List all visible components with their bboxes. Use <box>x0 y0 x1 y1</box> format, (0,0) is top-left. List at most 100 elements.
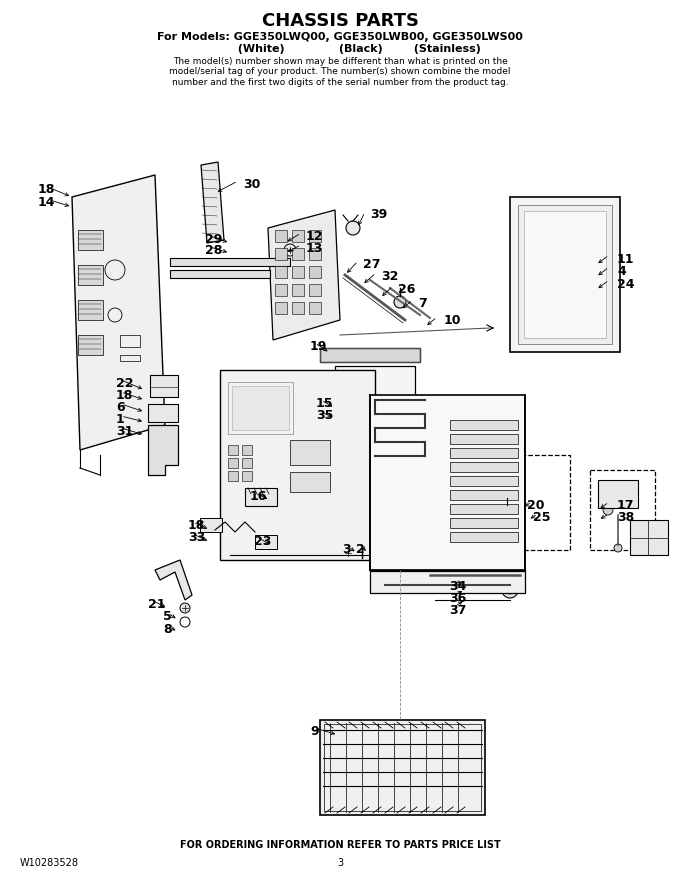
Bar <box>255 535 277 549</box>
Circle shape <box>603 505 613 515</box>
Circle shape <box>343 548 353 558</box>
Text: FOR ORDERING INFORMATION REFER TO PARTS PRICE LIST: FOR ORDERING INFORMATION REFER TO PARTS … <box>180 840 500 850</box>
Bar <box>590 470 655 550</box>
Circle shape <box>470 468 514 512</box>
Circle shape <box>346 221 360 235</box>
Text: 10: 10 <box>444 314 462 327</box>
Text: 37: 37 <box>449 604 466 617</box>
Text: 4: 4 <box>617 265 626 278</box>
Bar <box>228 382 293 434</box>
Bar <box>510 197 620 352</box>
Text: 27: 27 <box>363 258 381 271</box>
Text: 21: 21 <box>148 598 165 611</box>
Bar <box>275 230 287 242</box>
Text: 12: 12 <box>306 230 324 243</box>
Bar <box>245 488 277 506</box>
Circle shape <box>284 244 296 256</box>
Bar <box>242 458 252 468</box>
Bar <box>292 302 304 314</box>
Bar <box>228 458 238 468</box>
Text: 16: 16 <box>250 490 267 503</box>
Circle shape <box>180 603 190 613</box>
Text: 35: 35 <box>316 409 333 422</box>
Bar <box>290 472 330 492</box>
Text: 2: 2 <box>356 543 364 556</box>
Bar <box>309 302 321 314</box>
Text: The model(s) number shown may be different than what is printed on the
model/ser: The model(s) number shown may be differe… <box>169 57 511 87</box>
Text: 23: 23 <box>254 535 271 548</box>
Bar <box>228 445 238 455</box>
Bar <box>450 462 518 472</box>
Bar <box>320 720 485 815</box>
Polygon shape <box>201 162 224 243</box>
Text: 26: 26 <box>398 283 415 296</box>
Bar <box>518 205 612 344</box>
Polygon shape <box>155 560 192 600</box>
Bar <box>242 445 252 455</box>
Bar <box>309 248 321 260</box>
Bar <box>370 571 525 593</box>
Text: 3: 3 <box>337 858 343 868</box>
Text: 38: 38 <box>617 511 634 524</box>
Bar <box>630 520 668 555</box>
Bar <box>275 284 287 296</box>
Text: 36: 36 <box>449 592 466 605</box>
Text: 11: 11 <box>617 253 634 266</box>
Bar <box>228 471 238 481</box>
Circle shape <box>543 203 553 213</box>
Circle shape <box>614 544 622 552</box>
Text: 31: 31 <box>116 425 133 438</box>
Bar <box>242 471 252 481</box>
Bar <box>220 370 375 560</box>
Polygon shape <box>268 210 340 340</box>
Bar <box>450 420 518 430</box>
Bar <box>320 348 420 362</box>
Text: 13: 13 <box>306 242 324 255</box>
Text: 20: 20 <box>527 499 545 512</box>
Text: 15: 15 <box>316 397 333 410</box>
Bar <box>290 440 330 465</box>
Text: 18: 18 <box>188 519 205 532</box>
Bar <box>275 302 287 314</box>
Bar <box>78 335 103 355</box>
Text: 8: 8 <box>163 623 171 636</box>
Text: 14: 14 <box>38 196 56 209</box>
Bar <box>450 518 518 528</box>
Text: 7: 7 <box>418 297 427 310</box>
Bar <box>170 258 290 266</box>
Text: 3: 3 <box>342 543 351 556</box>
Bar <box>150 375 178 397</box>
Bar <box>450 504 518 514</box>
Circle shape <box>394 296 406 308</box>
Bar <box>292 248 304 260</box>
Text: 5: 5 <box>163 610 172 623</box>
Bar <box>309 284 321 296</box>
Bar <box>78 265 103 285</box>
Circle shape <box>242 435 246 439</box>
Bar <box>170 270 270 278</box>
Circle shape <box>328 415 342 429</box>
Bar <box>120 355 140 361</box>
Bar <box>450 490 518 500</box>
Text: 18: 18 <box>116 389 133 402</box>
Circle shape <box>482 480 502 500</box>
Circle shape <box>350 390 360 400</box>
Bar <box>292 284 304 296</box>
Text: 25: 25 <box>533 511 551 524</box>
Circle shape <box>230 435 234 439</box>
Circle shape <box>487 485 497 495</box>
Bar <box>309 230 321 242</box>
Bar <box>455 455 570 550</box>
Bar <box>78 300 103 320</box>
Text: 1: 1 <box>116 413 124 426</box>
Text: 22: 22 <box>116 377 133 390</box>
Text: 28: 28 <box>205 244 222 257</box>
Text: W10283528: W10283528 <box>20 858 79 868</box>
Text: 39: 39 <box>370 208 387 221</box>
Text: 18: 18 <box>38 183 55 196</box>
Text: (White)              (Black)        (Stainless): (White) (Black) (Stainless) <box>199 44 481 54</box>
Text: 29: 29 <box>205 233 222 246</box>
Bar <box>450 476 518 486</box>
Text: 6: 6 <box>116 401 124 414</box>
Bar <box>450 532 518 542</box>
